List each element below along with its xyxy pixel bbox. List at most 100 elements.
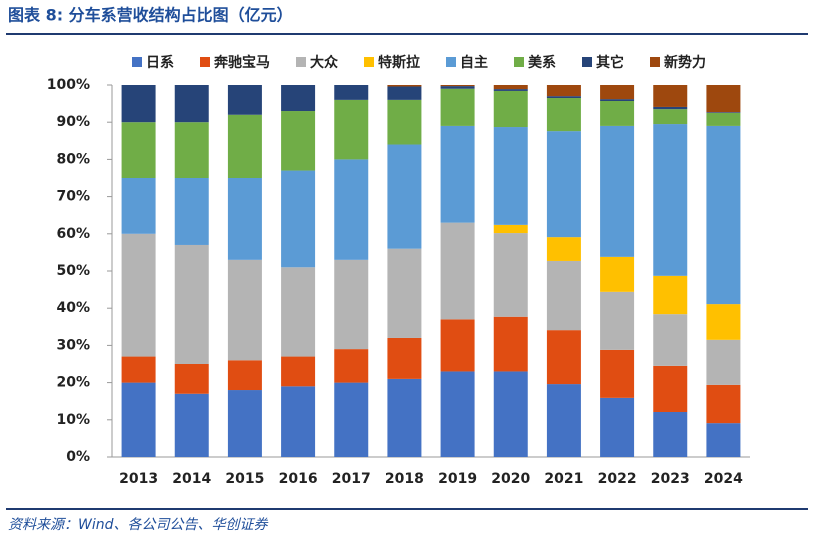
legend-label: 自主 <box>460 54 488 71</box>
legend-swatch <box>446 57 456 67</box>
bar-segment <box>227 390 262 457</box>
bar-segment <box>174 393 209 457</box>
bar-segment <box>600 397 635 457</box>
bar-segment <box>121 356 156 383</box>
x-tick-label: 2024 <box>704 471 743 487</box>
bar-segment <box>493 233 528 317</box>
bar-segment <box>706 112 741 126</box>
bar-segment <box>546 260 581 331</box>
y-tick-label: 90% <box>56 114 90 130</box>
bar-segment <box>387 378 422 457</box>
bar-segment <box>600 99 635 101</box>
bar-segment <box>706 339 741 385</box>
bar-segment <box>493 90 528 128</box>
bar-segment <box>600 100 635 126</box>
bar-segment <box>600 125 635 257</box>
legend-label: 日系 <box>146 54 174 71</box>
legend-swatch <box>514 57 524 67</box>
bar-segment <box>493 127 528 225</box>
bar-segment <box>493 224 528 234</box>
x-tick-label: 2014 <box>172 471 211 487</box>
x-tick-label: 2015 <box>225 471 264 487</box>
chart-title: 图表 8: 分车系营收结构占比图（亿元） <box>8 6 293 25</box>
bar-segment <box>440 85 475 87</box>
bar-segment <box>174 85 209 123</box>
y-tick-label: 0% <box>66 449 90 465</box>
bar-segment <box>334 99 369 160</box>
bar-segment <box>387 248 422 338</box>
bar-segment <box>121 122 156 178</box>
bar-segment <box>174 244 209 364</box>
bar-segment <box>387 337 422 379</box>
bar-segment <box>227 178 262 260</box>
bar-segment <box>653 365 688 412</box>
y-tick-label: 60% <box>56 226 90 242</box>
bar-segment <box>600 85 635 100</box>
bar-segment <box>706 125 741 305</box>
bar-segment <box>121 85 156 123</box>
x-tick-label: 2013 <box>119 471 158 487</box>
legend-swatch <box>296 57 306 67</box>
bar-segment <box>281 85 316 112</box>
y-tick-label: 20% <box>56 375 90 391</box>
bar-segment <box>334 259 369 350</box>
bar-segment <box>653 411 688 457</box>
bar-segment <box>174 364 209 394</box>
bar-segment <box>334 159 369 260</box>
bar-segment <box>546 330 581 385</box>
x-tick-label: 2023 <box>651 471 690 487</box>
bar-segment <box>546 131 581 238</box>
bar-segment <box>546 98 581 132</box>
bar-segment <box>387 144 422 249</box>
bar-segment <box>387 85 422 87</box>
bar-segment <box>706 304 741 340</box>
x-tick-label: 2017 <box>332 471 371 487</box>
legend-label: 美系 <box>528 54 556 71</box>
legend-swatch <box>650 57 660 67</box>
bar-segment <box>546 237 581 261</box>
x-tick-label: 2022 <box>598 471 637 487</box>
source-note: 资料来源：Wind、各公司公告、华创证券 <box>8 517 268 533</box>
bar-segment <box>653 124 688 276</box>
bar-segment <box>334 382 369 457</box>
bar-segment <box>493 89 528 91</box>
bar-segment <box>546 384 581 457</box>
bar-segment <box>440 222 475 320</box>
bar-segment <box>706 112 741 113</box>
bar-segment <box>706 423 741 457</box>
bar-segment <box>334 349 369 383</box>
bar-segment <box>706 85 741 113</box>
y-tick-label: 80% <box>56 151 90 167</box>
bar-segment <box>387 86 422 100</box>
y-tick-label: 100% <box>47 77 90 93</box>
bar-segment <box>440 125 475 223</box>
y-tick-label: 30% <box>56 337 90 353</box>
bar-segment <box>440 319 475 372</box>
x-tick-label: 2021 <box>544 471 583 487</box>
bar-segment <box>493 316 528 372</box>
bar-segment <box>706 384 741 424</box>
bar-segment <box>174 122 209 178</box>
bar-segment <box>227 114 262 178</box>
bar-segment <box>281 111 316 171</box>
y-tick-label: 40% <box>56 300 90 316</box>
bar-segment <box>600 291 635 350</box>
y-tick-label: 10% <box>56 412 90 428</box>
legend-label: 其它 <box>596 54 624 71</box>
bar-segment <box>653 106 688 110</box>
bar-segment <box>387 99 422 145</box>
y-tick-label: 70% <box>56 189 90 205</box>
x-tick-label: 2020 <box>491 471 530 487</box>
x-tick-label: 2018 <box>385 471 424 487</box>
bar-segment <box>281 267 316 357</box>
bar-segment <box>546 96 581 99</box>
bar-segment <box>121 233 156 357</box>
bar-segment <box>653 314 688 366</box>
bar-segment <box>493 85 528 90</box>
legend-label: 奔驰宝马 <box>213 54 270 71</box>
bar-segment <box>227 85 262 115</box>
bar-segment <box>440 371 475 457</box>
bar-segment <box>653 109 688 125</box>
bar-segment <box>493 371 528 457</box>
legend-swatch <box>132 57 142 67</box>
